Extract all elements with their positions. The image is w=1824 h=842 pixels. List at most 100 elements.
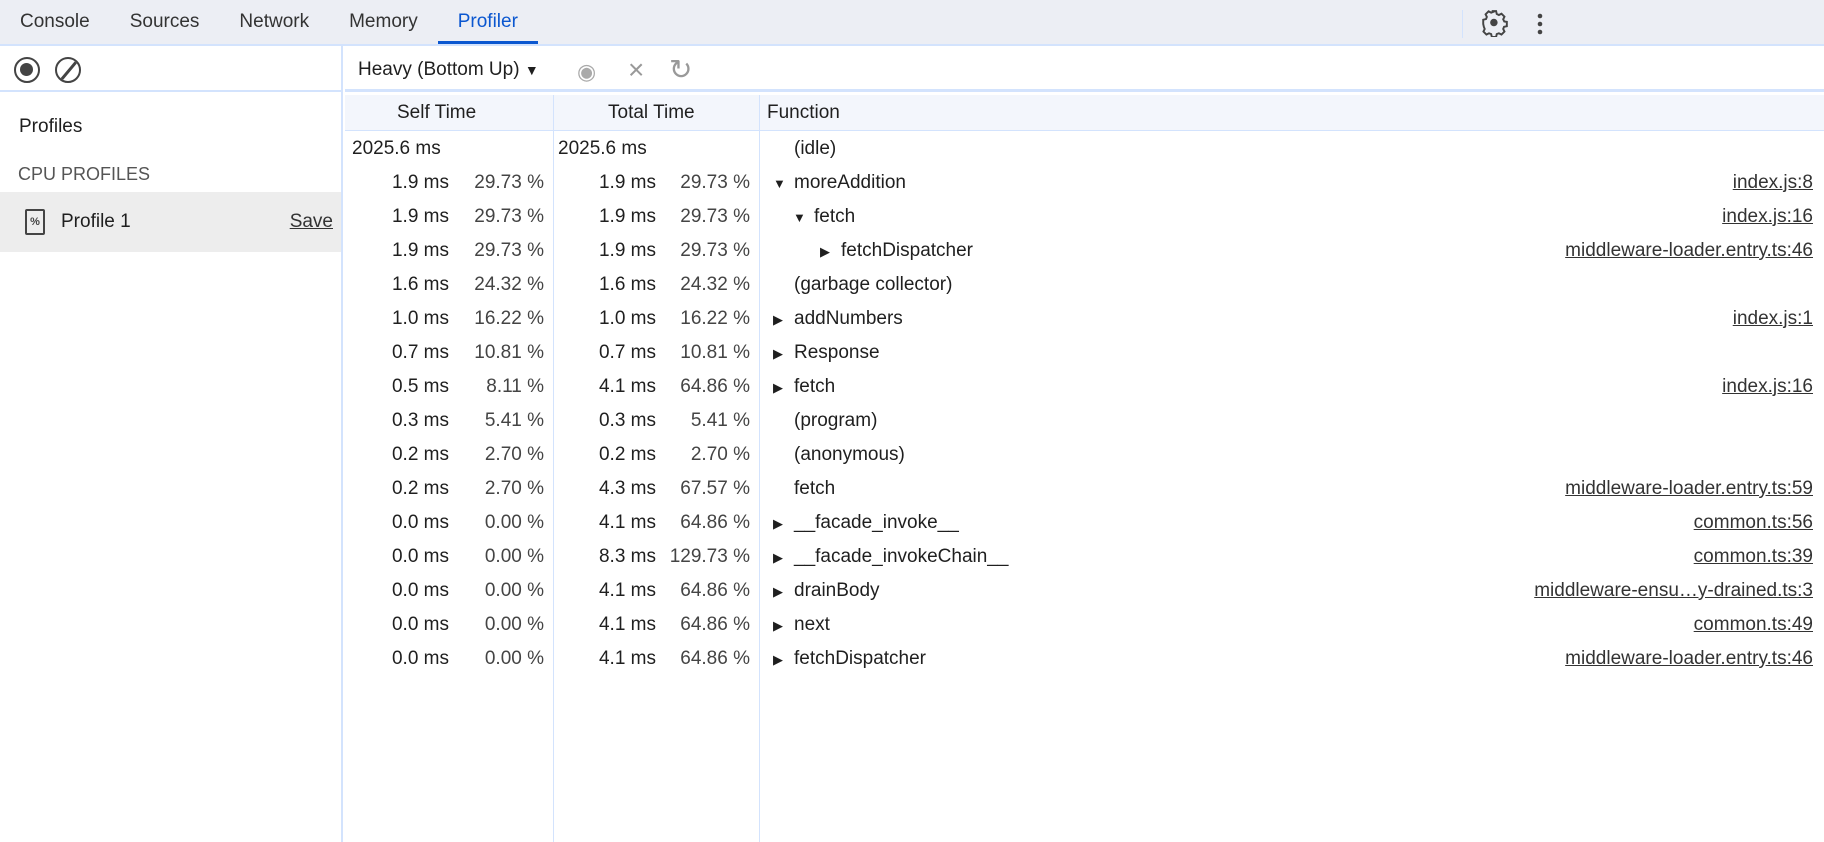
table-row[interactable]: 1.0 ms 16.22 % 1.0 ms 16.22 % ▶ addNumbers ind… bbox=[345, 302, 1824, 336]
function-name: next bbox=[794, 614, 830, 635]
table-row[interactable]: 0.0 ms 0.00 % 4.1 ms 64.86 % ▶ __facade_invok… bbox=[345, 506, 1824, 540]
profiles-title[interactable]: Profiles bbox=[19, 116, 83, 137]
table-row[interactable]: 1.9 ms 29.73 % 1.9 ms 29.73 % ▼ moreAddition i… bbox=[345, 166, 1824, 200]
total-percent: 16.22 % bbox=[680, 308, 750, 329]
total-time: 0.3 ms bbox=[598, 410, 656, 431]
self-percent: 10.81 % bbox=[474, 342, 544, 363]
collapsed-arrow-icon[interactable]: ▶ bbox=[773, 550, 783, 565]
collapsed-arrow-icon[interactable]: ▶ bbox=[820, 244, 830, 259]
gear-icon[interactable] bbox=[1480, 9, 1508, 37]
table-row[interactable]: 1.6 ms 24.32 % 1.6 ms 24.32 % (garbage colle… bbox=[345, 268, 1824, 302]
total-percent: 29.73 % bbox=[680, 206, 750, 227]
more-options-icon[interactable] bbox=[1530, 10, 1550, 38]
table-row[interactable]: 0.0 ms 0.00 % 8.3 ms 129.73 % ▶ __facade_invo… bbox=[345, 540, 1824, 574]
function-name: fetch bbox=[814, 206, 856, 227]
total-time-header[interactable]: Total Time bbox=[608, 102, 695, 123]
view-select[interactable]: Heavy (Bottom Up) ▼ bbox=[358, 59, 539, 81]
source-link[interactable]: middleware-loader.entry.ts:59 bbox=[1565, 478, 1813, 499]
collapsed-arrow-icon[interactable]: ▶ bbox=[773, 516, 783, 531]
source-link[interactable]: index.js:8 bbox=[1732, 172, 1813, 193]
collapsed-arrow-icon[interactable]: ▶ bbox=[773, 618, 783, 633]
expanded-arrow-icon[interactable]: ▼ bbox=[793, 210, 806, 225]
table-row[interactable]: 0.2 ms 2.70 % 0.2 ms 2.70 % (anonymous) bbox=[345, 438, 1824, 472]
table-row[interactable]: 0.0 ms 0.00 % 4.1 ms 64.86 % ▶ drainBody middl… bbox=[345, 574, 1824, 608]
total-percent: 64.86 % bbox=[680, 376, 750, 397]
total-percent: 64.86 % bbox=[680, 614, 750, 635]
function-header[interactable]: Function bbox=[767, 102, 840, 123]
total-percent: 2.70 % bbox=[690, 444, 750, 465]
tab-memory[interactable]: Memory bbox=[349, 11, 418, 32]
self-time: 1.9 ms bbox=[391, 172, 449, 193]
total-percent: 64.86 % bbox=[680, 512, 750, 533]
table-row[interactable]: 1.9 ms 29.73 % 1.9 ms 29.73 % ▶ fetchDispatch… bbox=[345, 234, 1824, 268]
divider bbox=[1462, 10, 1463, 38]
table-row[interactable]: 1.9 ms 29.73 % 1.9 ms 29.73 % ▼ fetch index.js… bbox=[345, 200, 1824, 234]
self-time: 0.0 ms bbox=[391, 580, 449, 601]
cpu-profiles-header: CPU PROFILES bbox=[18, 164, 151, 184]
self-time-header[interactable]: Self Time bbox=[397, 102, 477, 123]
table-row[interactable]: 0.0 ms 0.00 % 4.1 ms 64.86 % ▶ fetchDispatche… bbox=[345, 642, 1824, 676]
expanded-arrow-icon[interactable]: ▼ bbox=[773, 176, 786, 191]
dropdown-arrow-icon: ▼ bbox=[524, 62, 539, 78]
grid-header: Self Time Total Time Function bbox=[345, 95, 1824, 131]
tab-profiler[interactable]: Profiler bbox=[437, 0, 538, 44]
source-link[interactable]: index.js:16 bbox=[1722, 376, 1813, 397]
self-time: 1.0 ms bbox=[391, 308, 449, 329]
self-time: 1.9 ms bbox=[391, 240, 449, 261]
total-time: 1.9 ms bbox=[598, 172, 656, 193]
source-link[interactable]: middleware-loader.entry.ts:46 bbox=[1565, 648, 1813, 669]
tab-sources[interactable]: Sources bbox=[129, 11, 200, 32]
table-row[interactable]: 0.2 ms 2.70 % 4.3 ms 67.57 % fetch middleware… bbox=[345, 472, 1824, 506]
source-link[interactable]: common.ts:39 bbox=[1693, 546, 1813, 567]
total-time: 4.1 ms bbox=[598, 512, 656, 533]
table-row[interactable]: 0.0 ms 0.00 % 4.1 ms 64.86 % ▶ next common.ts:… bbox=[345, 608, 1824, 642]
total-time: 4.1 ms bbox=[598, 580, 656, 601]
save-link[interactable]: Save bbox=[289, 211, 333, 232]
record-icon[interactable] bbox=[14, 57, 40, 83]
table-row[interactable]: 0.3 ms 5.41 % 0.3 ms 5.41 % (program) bbox=[345, 404, 1824, 438]
function-name: fetchDispatcher bbox=[794, 648, 927, 669]
total-percent: 64.86 % bbox=[680, 580, 750, 601]
profile-item[interactable]: % Profile 1 Save bbox=[0, 192, 341, 252]
table-row[interactable]: 2025.6 ms 2025.6 ms (idle) bbox=[345, 132, 1824, 166]
total-percent: 5.41 % bbox=[690, 410, 750, 431]
source-link[interactable]: middleware-loader.entry.ts:46 bbox=[1565, 240, 1813, 261]
total-time: 8.3 ms bbox=[598, 546, 656, 567]
restore-icon[interactable]: ↻ bbox=[669, 54, 693, 85]
self-percent: 24.32 % bbox=[474, 274, 544, 295]
collapsed-arrow-icon[interactable]: ▶ bbox=[773, 346, 783, 361]
collapsed-arrow-icon[interactable]: ▶ bbox=[773, 312, 783, 327]
total-time: 4.1 ms bbox=[598, 614, 656, 635]
function-name: (anonymous) bbox=[794, 444, 905, 465]
collapsed-arrow-icon[interactable]: ▶ bbox=[773, 652, 783, 667]
source-link[interactable]: common.ts:49 bbox=[1693, 614, 1813, 635]
self-time: 1.6 ms bbox=[391, 274, 449, 295]
source-link[interactable]: common.ts:56 bbox=[1693, 512, 1813, 533]
view-select-value: Heavy (Bottom Up) bbox=[358, 59, 520, 80]
table-row[interactable]: 0.5 ms 8.11 % 4.1 ms 64.86 % ▶ fetch index.js:… bbox=[345, 370, 1824, 404]
self-time: 0.0 ms bbox=[391, 614, 449, 635]
panel-tabs: Console Sources Network Memory Profiler bbox=[0, 0, 1824, 46]
table-row[interactable]: 0.7 ms 10.81 % 0.7 ms 10.81 % ▶ Response bbox=[345, 336, 1824, 370]
sidebar-toolbar bbox=[0, 46, 341, 92]
self-percent: 0.00 % bbox=[484, 580, 544, 601]
tab-network[interactable]: Network bbox=[239, 11, 310, 32]
source-link[interactable]: index.js:16 bbox=[1722, 206, 1813, 227]
total-percent: 129.73 % bbox=[669, 546, 750, 567]
total-time: 1.9 ms bbox=[598, 206, 656, 227]
source-link[interactable]: index.js:1 bbox=[1732, 308, 1813, 329]
clear-icon[interactable] bbox=[55, 57, 81, 83]
self-percent: 2.70 % bbox=[484, 444, 544, 465]
collapsed-arrow-icon[interactable]: ▶ bbox=[773, 584, 783, 599]
tab-console[interactable]: Console bbox=[20, 11, 90, 32]
focus-eye-icon[interactable]: ◉ bbox=[577, 59, 597, 84]
total-percent: 64.86 % bbox=[680, 648, 750, 669]
function-name: (idle) bbox=[794, 138, 837, 159]
source-link[interactable]: middleware-ensu…y-drained.ts:3 bbox=[1534, 580, 1813, 601]
collapsed-arrow-icon[interactable]: ▶ bbox=[773, 380, 783, 395]
total-time: 1.9 ms bbox=[598, 240, 656, 261]
function-name: __facade_invokeChain__ bbox=[794, 546, 1009, 567]
self-time: 0.2 ms bbox=[391, 478, 449, 499]
exclude-x-icon[interactable]: × bbox=[628, 54, 645, 85]
total-percent: 29.73 % bbox=[680, 240, 750, 261]
